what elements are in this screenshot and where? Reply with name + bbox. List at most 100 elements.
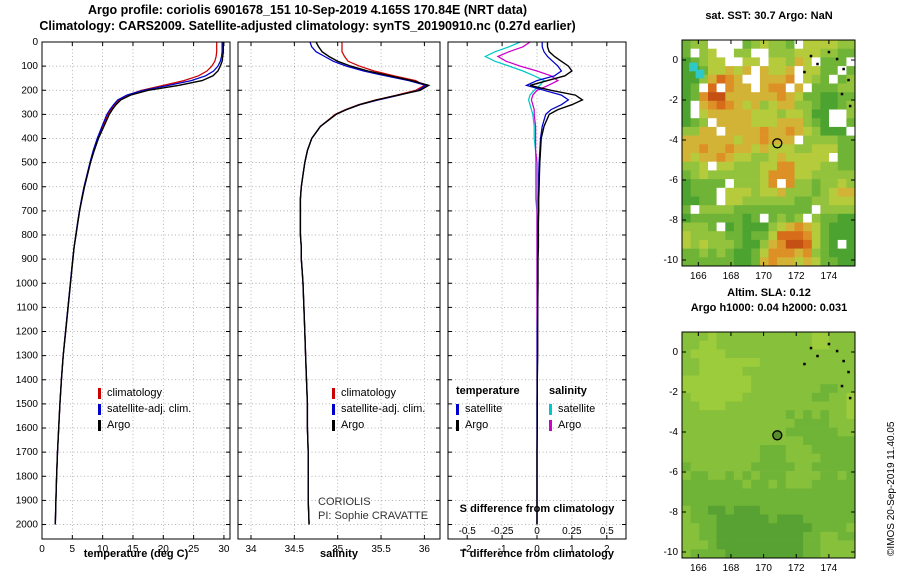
legend-label-satellite-adj-clim: satellite-adj. clim. [107,403,192,415]
svg-text:170: 170 [755,563,772,574]
satellite-adj-line-swatch [98,403,101,415]
svg-text:1500: 1500 [16,399,39,410]
legend-item-s-argo: Argo [549,417,595,433]
island-dot [809,346,813,350]
svg-text:-10: -10 [664,255,679,266]
svg-text:-2: -2 [669,387,678,398]
svg-text:168: 168 [723,271,740,282]
island-dot [848,396,852,400]
svg-text:-8: -8 [669,215,678,226]
svg-text:-4: -4 [669,135,678,146]
svg-text:0: 0 [672,347,678,358]
svg-text:30: 30 [218,544,230,555]
sla-map-title-line1: Altim. SLA: 0.12 [727,287,811,299]
figure-title-line2: Climatology: CARS2009. Satellite-adjuste… [39,19,576,33]
satellite-adj-line-swatch [332,403,335,415]
legend-header-temperature: temperature [456,385,520,397]
island-dot [803,362,806,366]
sla-map: 166 168 170 172 174 0 -2 -4 -6 -8 -10 [664,331,856,574]
float-position-marker [772,430,783,441]
svg-text:300: 300 [21,109,38,120]
svg-text:1400: 1400 [16,375,39,386]
svg-text:-2: -2 [463,544,472,555]
island-dot [827,342,831,346]
climatology-line-swatch [332,387,335,399]
svg-text:36: 36 [419,544,431,555]
svg-text:-2: -2 [669,95,678,106]
legend-item-climatology: climatology [332,385,425,401]
temperature-axis-label: temperature (deg C) [83,548,189,560]
sst-map: 166 168 170 172 174 0 -2 -4 -6 -8 -10 [664,39,856,282]
svg-text:-4: -4 [669,427,678,438]
series-line-argo [299,41,431,525]
island-dot [816,354,819,358]
svg-text:166: 166 [690,563,707,574]
legend-label-s-satellite: satellite [558,403,596,415]
svg-text:35.5: 35.5 [371,544,391,555]
island-dot [827,50,831,54]
salinity-profile-panel: 34 34.5 35 35.5 36 [237,41,441,555]
tdiff-axis-label: T difference from climatology [459,548,615,560]
series-line-argo [54,42,225,525]
legend-item-t-satellite: satellite [456,401,520,417]
legend-label-satellite-adj-clim: satellite-adj. clim. [341,403,426,415]
legend-item-satellite-adj-clim: satellite-adj. clim. [332,401,425,417]
svg-text:25: 25 [188,544,200,555]
svg-text:1200: 1200 [16,327,39,338]
legend-label-argo: Argo [341,419,365,431]
island-dot [809,54,813,58]
temperature-profile-panel: 0 5 10 15 20 25 300100200300400500600700800900… [16,37,231,555]
svg-text:-6: -6 [669,175,678,186]
island-dot [842,67,845,71]
svg-text:100: 100 [21,61,38,72]
svg-text:-8: -8 [669,507,678,518]
svg-text:1900: 1900 [16,495,39,506]
svg-text:1700: 1700 [16,447,39,458]
legend-item-t-argo: Argo [456,417,520,433]
island-dot [847,370,850,374]
svg-text:1800: 1800 [16,471,39,482]
svg-text:-1: -1 [498,544,507,555]
svg-text:1300: 1300 [16,351,39,362]
legend-label-t-argo: Argo [465,419,489,431]
svg-text:1100: 1100 [16,302,38,313]
sst-map-title: sat. SST: 30.7 Argo: NaN [705,10,833,22]
svg-text:0.25: 0.25 [562,526,582,537]
tdiff-legend-column: temperature satellite Argo [456,385,520,433]
sdiff-axis-label: S difference from climatology [459,503,615,515]
svg-text:-10: -10 [664,547,679,558]
svg-text:400: 400 [21,134,38,145]
svg-text:170: 170 [755,271,772,282]
island-dot [848,104,852,108]
float-position-marker [772,138,783,149]
svg-text:172: 172 [788,271,805,282]
legend-item-climatology: climatology [98,385,191,401]
climatology-line-swatch [98,387,101,399]
svg-text:800: 800 [21,230,38,241]
legend-label-t-satellite: satellite [465,403,503,415]
svg-text:-6: -6 [669,467,678,478]
legend-item-satellite-adj-clim: satellite-adj. clim. [98,401,191,417]
svg-text:35: 35 [332,544,344,555]
t-satellite-line-swatch [456,403,459,415]
svg-text:0: 0 [534,544,540,555]
series-line-t-argo [529,42,584,525]
difference-panel: -2 -1 0 1 2 -0.5 -0.25 0 0.25 0.5 [447,41,627,555]
svg-text:0: 0 [32,37,38,48]
legend-label-s-argo: Argo [558,419,582,431]
svg-text:5: 5 [70,544,76,555]
island-dot [835,57,839,61]
svg-text:2: 2 [604,544,610,555]
island-dot [847,78,850,82]
figure-title-line1: Argo profile: coriolis 6901678_151 10-Se… [87,3,528,17]
sdiff-legend-column: salinity satellite Argo [549,385,595,433]
legend-label-climatology: climatology [107,387,163,399]
island-dot [835,349,839,353]
t-argo-line-swatch [456,419,459,431]
svg-text:900: 900 [21,254,38,265]
svg-text:2000: 2000 [16,520,39,531]
island-dot [803,70,806,74]
svg-text:1000: 1000 [16,278,39,289]
